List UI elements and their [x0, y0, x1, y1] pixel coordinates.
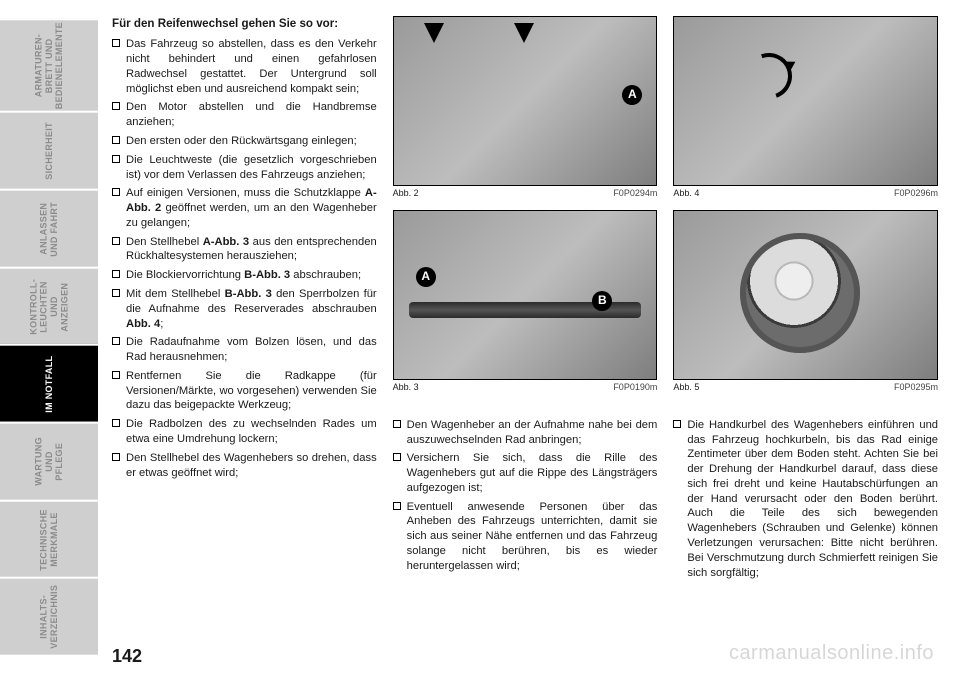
figure-code: F0P0190m — [613, 382, 657, 394]
item-text: Den Wagenheber an der Aufnahme nahe bei … — [407, 419, 658, 446]
figure-label: Abb. 4 — [673, 188, 699, 200]
wheel-graphic — [740, 233, 860, 353]
figure-4-caption: Abb. 4 F0P0296m — [673, 188, 938, 200]
list-item: Die Radbolzen des zu wechselnden Rades u… — [112, 417, 377, 447]
item-text: Auf einigen Versionen, muss die Schutzkl… — [126, 187, 377, 229]
bullet-icon — [112, 102, 120, 110]
item-text: Versichern Sie sich, dass die Rille des … — [407, 452, 658, 494]
bullet-icon — [112, 270, 120, 278]
list-item: Rentfernen Sie die Radkappe (für Version… — [112, 369, 377, 413]
arrow-down-icon — [424, 23, 444, 43]
item-text: Den Stellhebel A-Abb. 3 aus den entsprec… — [126, 236, 377, 263]
tab-kontrollleuchten[interactable]: KONTROLL-LEUCHTEN UNDANZEIGEN — [0, 267, 98, 345]
rotate-arrow-icon — [739, 45, 800, 106]
bullet-icon — [112, 155, 120, 163]
list-item: Den Stellhebel des Wagenhebers so drehen… — [112, 451, 377, 481]
bullet-icon — [112, 136, 120, 144]
figure-code: F0P0295m — [894, 382, 938, 394]
list-item: Mit dem Stellhebel B-Abb. 3 den Sperrbol… — [112, 287, 377, 331]
item-text: Die Blockiervorrichtung B-Abb. 3 abschra… — [126, 269, 361, 281]
figure-label: Abb. 5 — [673, 382, 699, 394]
page-body: Für den Reifenwechsel gehen Sie so vor: … — [98, 0, 960, 679]
column-2: A Abb. 2 F0P0294m A B Abb. 3 F0P0190m De… — [393, 16, 658, 616]
bullet-icon — [112, 237, 120, 245]
figure-2: A — [393, 16, 658, 186]
bullet-icon — [112, 289, 120, 297]
list-item: Die Blockiervorrichtung B-Abb. 3 abschra… — [112, 268, 377, 283]
figure-5-caption: Abb. 5 F0P0295m — [673, 382, 938, 394]
column-3: Abb. 4 F0P0296m Abb. 5 F0P0295m Die Hand… — [673, 16, 938, 616]
figure-3-caption: Abb. 3 F0P0190m — [393, 382, 658, 394]
list-item: Eventuell anwesende Personen über das An… — [393, 500, 658, 574]
bullet-icon — [112, 371, 120, 379]
bullet-icon — [112, 419, 120, 427]
item-text: Die Radaufnahme vom Bolzen lösen, und da… — [126, 336, 377, 363]
figure-2-caption: Abb. 2 F0P0294m — [393, 188, 658, 200]
column-1: Für den Reifenwechsel gehen Sie so vor: … — [112, 16, 377, 616]
list-item: Versichern Sie sich, dass die Rille des … — [393, 451, 658, 495]
callout-a: A — [416, 267, 436, 287]
item-text: Den Motor abstellen und die Handbremse a… — [126, 101, 377, 128]
tab-im-notfall[interactable]: IM NOTFALL — [0, 344, 98, 422]
bullet-icon — [393, 420, 401, 428]
section-heading: Für den Reifenwechsel gehen Sie so vor: — [112, 16, 377, 31]
bullet-icon — [393, 453, 401, 461]
bullet-icon — [673, 420, 681, 428]
bullet-icon — [393, 502, 401, 510]
list-item: Den Wagenheber an der Aufnahme nahe bei … — [393, 418, 658, 448]
tab-armaturenbrett[interactable]: ARMATUREN-BRETT UNDBEDIENELEMENTE — [0, 18, 98, 111]
item-text: Eventuell anwesende Personen über das An… — [407, 501, 658, 572]
figure-label: Abb. 3 — [393, 382, 419, 394]
watermark: carmanualsonline.info — [729, 642, 934, 665]
section-tabs: ARMATUREN-BRETT UNDBEDIENELEMENTE SICHER… — [0, 0, 98, 679]
item-text: Das Fahrzeug so abstellen, dass es den V… — [126, 38, 377, 94]
tab-sicherheit[interactable]: SICHERHEIT — [0, 111, 98, 189]
item-text: Rentfernen Sie die Radkappe (für Version… — [126, 370, 377, 412]
tab-technische[interactable]: TECHNISCHEMERKMALE — [0, 500, 98, 578]
page-number: 142 — [112, 646, 142, 667]
item-text: Die Leuchtweste (die gesetzlich vorgesch… — [126, 154, 377, 181]
tab-anlassen[interactable]: ANLASSENUND FAHRT — [0, 189, 98, 267]
figure-4 — [673, 16, 938, 186]
item-text: Die Radbolzen des zu wechselnden Rades u… — [126, 418, 377, 445]
list-item: Den Stellhebel A-Abb. 3 aus den entsprec… — [112, 235, 377, 265]
item-text: Mit dem Stellhebel B-Abb. 3 den Sperrbol… — [126, 288, 377, 330]
item-text: Den Stellhebel des Wagenhebers so drehen… — [126, 452, 377, 479]
callout-a: A — [622, 85, 642, 105]
bullet-icon — [112, 39, 120, 47]
item-text: Den ersten oder den Rückwärtsgang einleg… — [126, 135, 357, 147]
list-item: Die Handkurbel des Wagenhebers einführen… — [673, 418, 938, 581]
figure-5 — [673, 210, 938, 380]
list-item: Den ersten oder den Rückwärtsgang einleg… — [112, 134, 377, 149]
figure-3: A B — [393, 210, 658, 380]
bullet-icon — [112, 337, 120, 345]
list-item: Die Radaufnahme vom Bolzen lösen, und da… — [112, 335, 377, 365]
list-item: Die Leuchtweste (die gesetzlich vorgesch… — [112, 153, 377, 183]
tab-wartung[interactable]: WARTUNG UNDPFLEGE — [0, 422, 98, 500]
bullet-icon — [112, 453, 120, 461]
item-text: Die Handkurbel des Wagenhebers einführen… — [687, 419, 938, 579]
list-item: Auf einigen Versionen, muss die Schutzkl… — [112, 186, 377, 230]
bullet-icon — [112, 188, 120, 196]
figure-code: F0P0294m — [613, 188, 657, 200]
list-item: Den Motor abstellen und die Handbremse a… — [112, 100, 377, 130]
figure-label: Abb. 2 — [393, 188, 419, 200]
figure-code: F0P0296m — [894, 188, 938, 200]
tab-inhalt[interactable]: INHALTS-VERZEICHNIS — [0, 577, 98, 655]
arrow-down-icon — [514, 23, 534, 43]
list-item: Das Fahrzeug so abstellen, dass es den V… — [112, 37, 377, 96]
